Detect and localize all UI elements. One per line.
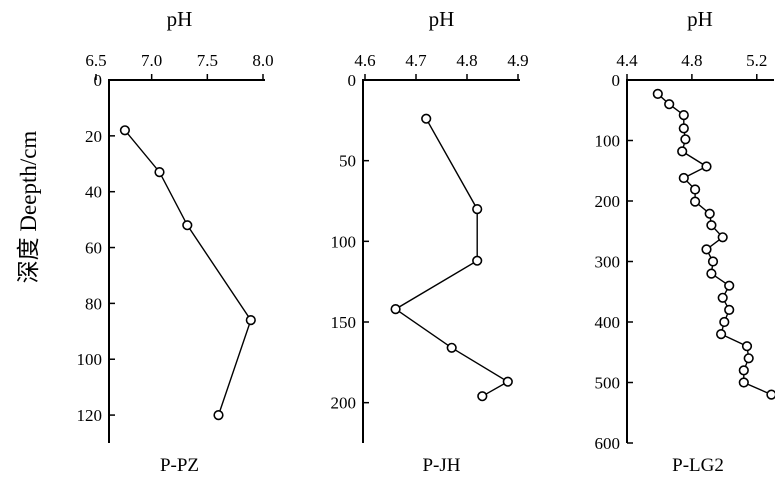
data-point [767, 390, 775, 399]
series-line [396, 119, 508, 397]
y-tick-label: 0 [612, 71, 621, 90]
x-tick-label: 4.7 [405, 51, 427, 70]
data-point [504, 377, 513, 386]
data-point [678, 147, 687, 156]
data-point [247, 316, 256, 325]
y-tick-label: 600 [595, 434, 621, 453]
x-tick-label: 4.8 [456, 51, 477, 70]
x-tick-label: 5.2 [746, 51, 767, 70]
y-tick-label: 100 [595, 132, 621, 151]
data-point [391, 305, 400, 314]
x-tick-label: 6.5 [85, 51, 106, 70]
x-tick-label: 4.8 [681, 51, 702, 70]
y-axis-title: 深度 Deepth/cm [16, 131, 41, 284]
data-point [473, 256, 482, 265]
x-axis-title: pH [167, 7, 193, 31]
y-tick-label: 100 [331, 232, 357, 251]
data-point [478, 392, 487, 401]
data-point [702, 162, 711, 171]
data-point [725, 306, 734, 315]
y-tick-label: 0 [94, 71, 103, 90]
data-point [718, 294, 727, 303]
data-point [725, 281, 734, 290]
data-point [717, 330, 726, 339]
data-point [705, 209, 714, 218]
x-tick-label: 8.0 [252, 51, 273, 70]
data-point [718, 233, 727, 242]
y-tick-label: 50 [339, 152, 356, 171]
y-tick-label: 500 [595, 374, 621, 393]
panel-p-jh: 4.6 4.7 4.8 4.9 0 50 100 150 200 pH P-JH [331, 7, 529, 476]
data-point [214, 411, 223, 420]
data-point [744, 354, 753, 363]
y-tick-label: 20 [85, 127, 102, 146]
panel-p-pz: 6.5 7.0 7.5 8.0 0 20 40 60 80 100 120 pH P-PZ [77, 7, 274, 476]
x-tick-label: 4.4 [616, 51, 638, 70]
y-tick-label: 40 [85, 183, 102, 202]
data-point [121, 126, 130, 135]
y-tick-label: 0 [348, 71, 357, 90]
data-point [183, 221, 192, 230]
y-tick-label: 200 [595, 192, 621, 211]
data-point [447, 344, 456, 353]
series-line [125, 130, 251, 415]
panel-title: P-JH [422, 455, 460, 476]
x-tick-label: 4.9 [507, 51, 528, 70]
data-point [702, 245, 711, 254]
data-point [422, 114, 431, 123]
data-point [665, 100, 674, 109]
data-point [709, 257, 718, 266]
data-point [720, 318, 729, 327]
y-tick-label: 300 [595, 253, 621, 272]
y-tick-label: 80 [85, 294, 102, 313]
panel-p-lg2: 4.4 4.8 5.2 0 100 200 300 400 500 600 pH P-LG2 [595, 7, 775, 476]
x-tick-label: 7.0 [141, 51, 162, 70]
data-point [155, 168, 164, 177]
x-axis-title: pH [687, 7, 713, 31]
data-point [654, 90, 663, 99]
x-axis-title: pH [429, 7, 455, 31]
data-point [691, 185, 700, 194]
y-tick-label: 120 [77, 406, 103, 425]
y-tick-label: 150 [331, 313, 357, 332]
data-point [691, 197, 700, 206]
y-tick-label: 60 [85, 239, 102, 258]
data-point [680, 174, 689, 183]
x-tick-label: 4.6 [354, 51, 375, 70]
panel-title: P-PZ [160, 455, 199, 476]
data-point [743, 342, 752, 351]
data-point [680, 124, 689, 133]
data-point [740, 378, 749, 387]
y-tick-label: 400 [595, 313, 621, 332]
data-point [681, 135, 690, 144]
panel-title: P-LG2 [672, 455, 724, 476]
y-tick-label: 200 [331, 394, 357, 413]
x-tick-label: 7.5 [197, 51, 218, 70]
data-point [473, 205, 482, 214]
series-line [658, 94, 772, 395]
data-point [680, 111, 689, 120]
data-point [740, 366, 749, 375]
data-point [707, 269, 716, 278]
y-tick-label: 100 [77, 350, 103, 369]
data-point [707, 221, 716, 230]
